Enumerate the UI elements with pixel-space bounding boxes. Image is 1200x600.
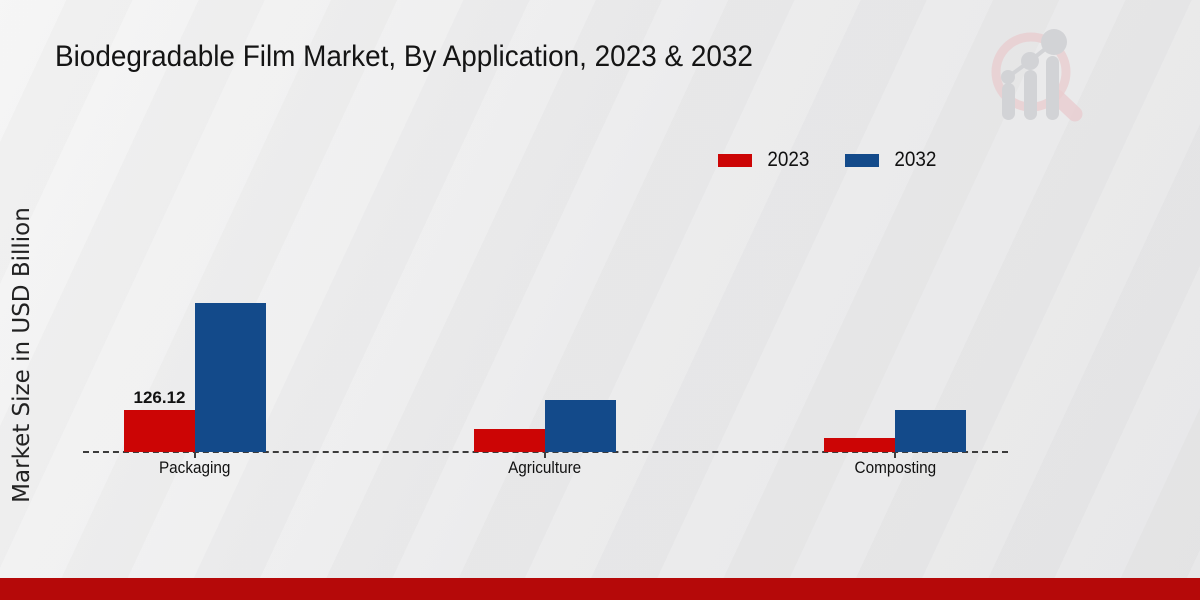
bar-packaging-2032	[195, 303, 266, 452]
legend: 2023 2032	[718, 148, 938, 172]
footer-accent-strip	[0, 578, 1200, 600]
bar-composting-2023	[824, 438, 895, 452]
legend-label-2032: 2032	[894, 148, 937, 171]
chart-title-text: Biodegradable Film Market, By Applicatio…	[55, 40, 753, 73]
bar-value-label-packaging-2023: 126.12	[133, 388, 186, 407]
bar-composting-2032	[895, 410, 966, 452]
legend-swatch-2023	[718, 153, 752, 167]
bar-agriculture-2032	[545, 400, 616, 452]
legend-item-2032: 2032	[844, 148, 939, 172]
bar-packaging-2023	[124, 410, 195, 452]
x-axis-tick-packaging	[194, 452, 196, 458]
category-label-composting: Composting	[854, 458, 936, 477]
category-label-packaging: Packaging	[159, 458, 231, 477]
category-label-agriculture: Agriculture	[508, 458, 582, 477]
legend-swatch-2032	[844, 153, 879, 167]
legend-item-2023: 2023	[718, 148, 812, 172]
legend-label-2023: 2023	[767, 148, 810, 171]
x-axis-tick-composting	[894, 452, 896, 458]
bar-agriculture-2023	[474, 429, 545, 452]
chart-title: Biodegradable Film Market, By Applicatio…	[55, 40, 805, 74]
x-axis-tick-agriculture	[544, 452, 546, 458]
market-research-magnifier-logo-icon	[991, 29, 1083, 122]
